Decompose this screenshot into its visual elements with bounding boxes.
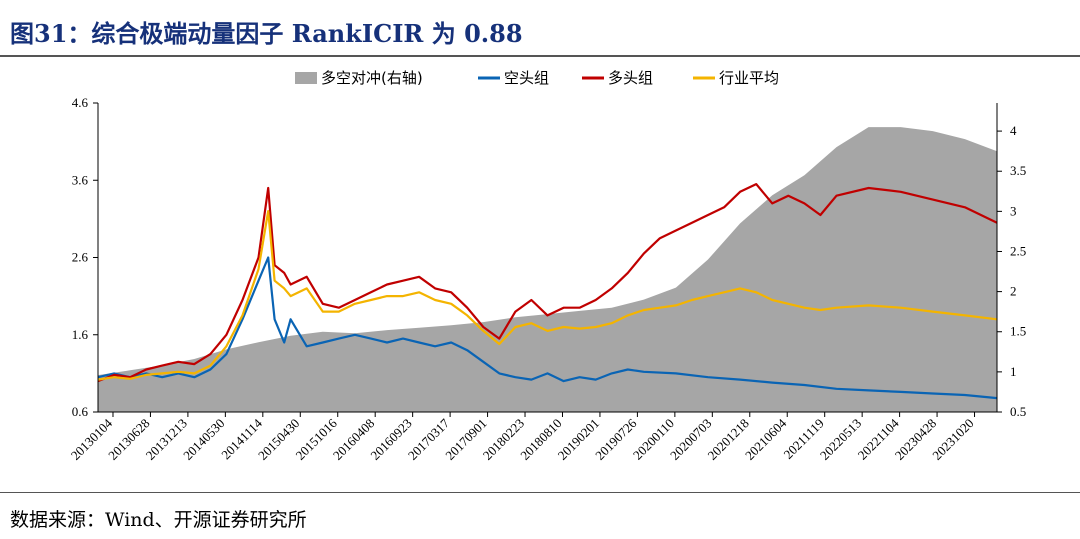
legend-item-1: 空头组 [478,69,549,87]
legend-label: 空头组 [504,69,549,87]
source-rule [0,492,1080,493]
legend-label: 多空对冲(右轴) [321,69,423,87]
page-title: 图31：综合极端动量因子 RankICIR 为 0.88 [10,19,523,48]
y-right-tick-label: 3.5 [1010,163,1026,178]
legend-item-0: 多空对冲(右轴) [295,69,423,87]
series-area-long-short [98,127,997,412]
title-rule [0,55,1080,57]
y-left-tick-label: 3.6 [72,172,89,187]
y-right-tick-label: 2 [1010,284,1017,299]
y-right-tick-label: 4 [1010,123,1017,138]
y-right-tick-label: 3 [1010,203,1017,218]
legend-swatch-area [295,72,317,84]
x-tick-label: 20210604 [742,415,790,463]
series-line-long [97,183,998,383]
y-left-tick-label: 4.6 [72,95,89,110]
series-line-industry-avg [97,210,998,381]
legend-item-2: 多头组 [582,69,653,87]
y-right-tick-label: 2.5 [1010,243,1026,258]
y-left-tick-label: 0.6 [72,404,89,419]
x-tick-label: 20231020 [929,415,976,462]
y-right-tick-label: 1.5 [1010,324,1026,339]
y-left-tick-label: 2.6 [72,250,89,265]
chart: 多空对冲(右轴) 空头组 多头组 行业平均 0.6 1.6 2.6 3.6 4.6 0.5 1 1.5… [68,69,1027,463]
legend-item-3: 行业平均 [693,69,779,87]
legend-label: 多头组 [608,69,653,87]
x-tick-label: 20140530 [180,416,227,463]
y-right-tick-label: 1 [1010,364,1017,379]
series-line-short [97,256,998,400]
y-right-tick-label: 0.5 [1010,404,1026,419]
y-left-tick-label: 1.6 [72,327,89,342]
source-note: 数据来源：Wind、开源证券研究所 [10,509,307,531]
legend-label: 行业平均 [719,69,779,87]
